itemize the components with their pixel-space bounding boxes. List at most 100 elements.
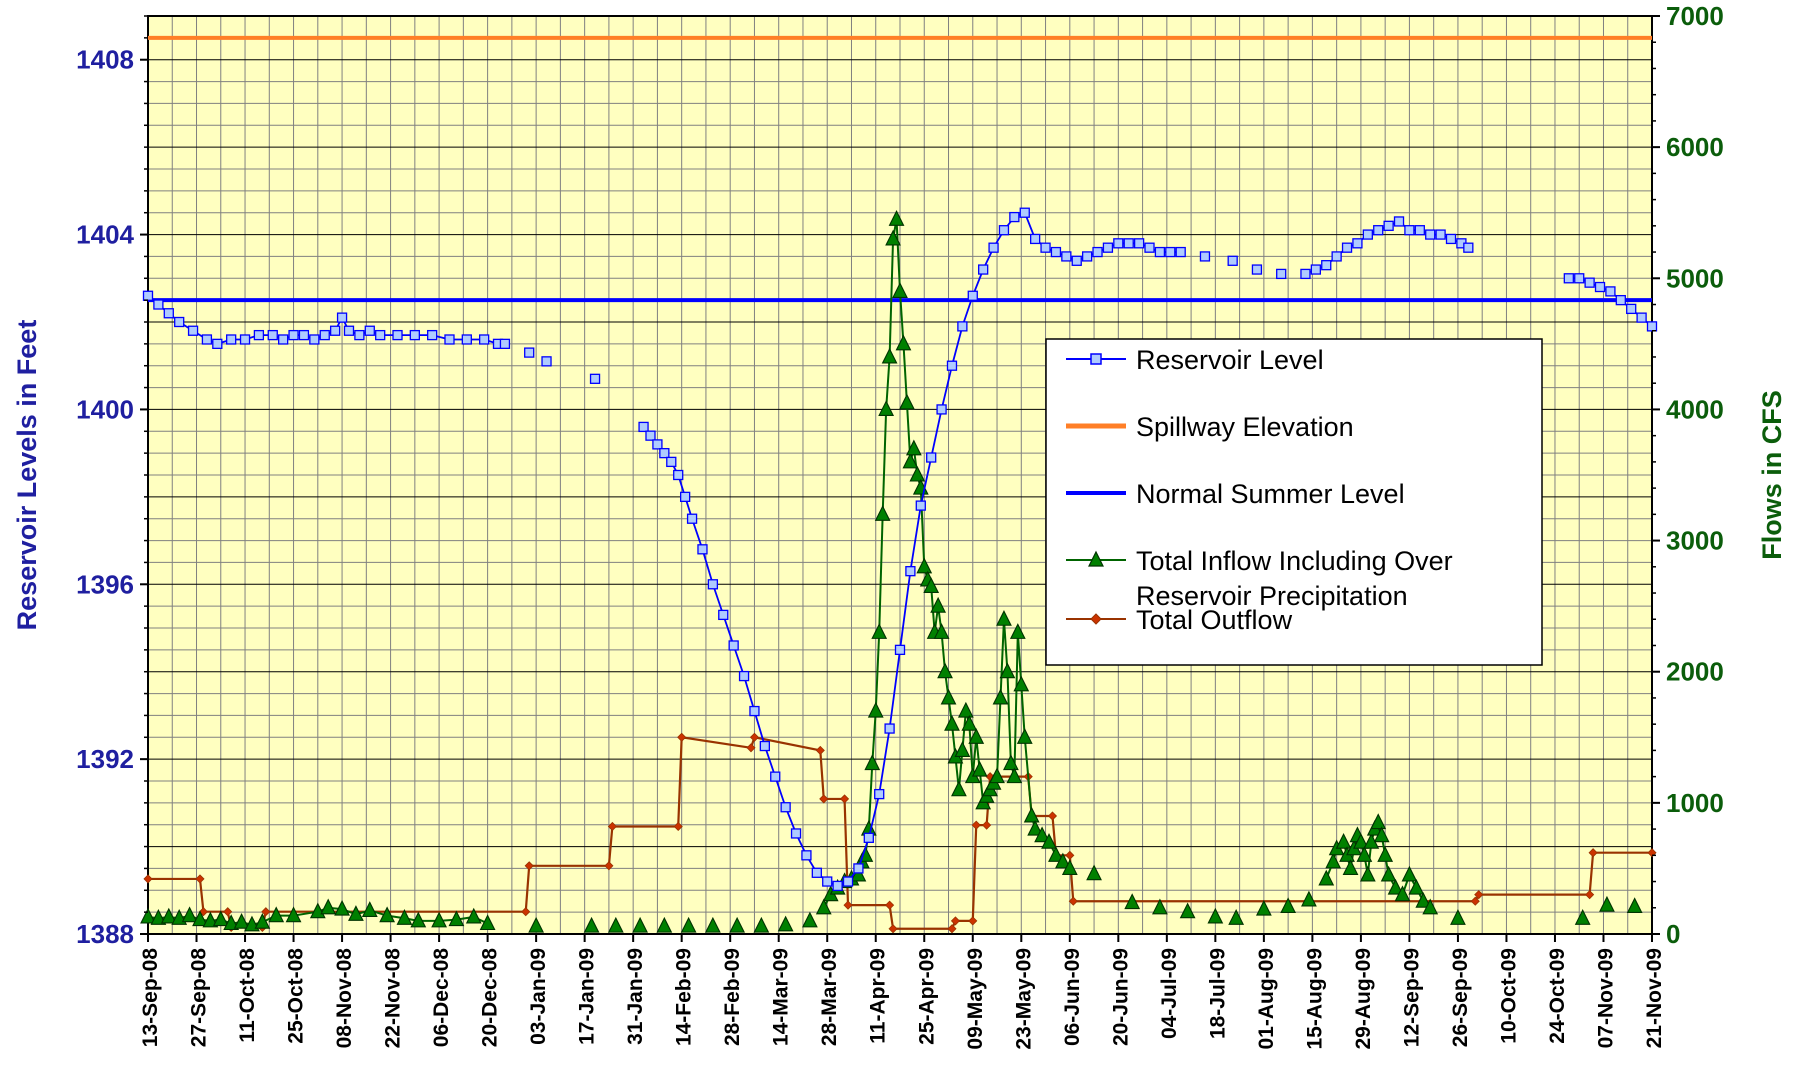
- x-tick-label: 06-Jun-09: [1061, 948, 1084, 1046]
- y-right-tick-label: 2000: [1666, 657, 1724, 687]
- total-outflow-point: [604, 861, 614, 871]
- total-outflow-point: [524, 861, 534, 871]
- x-tick-label: 09-May-09: [964, 948, 987, 1050]
- total-inflow-point: [607, 916, 624, 933]
- total-inflow-point: [410, 911, 427, 928]
- reservoir-level-point: [1373, 225, 1384, 236]
- reservoir-level-point: [153, 299, 164, 310]
- reservoir-level-point: [392, 329, 403, 341]
- total-inflow-point: [940, 688, 957, 705]
- reservoir-level-point: [1594, 281, 1606, 293]
- reservoir-level-point: [1102, 242, 1114, 253]
- reservoir-level-point: [738, 670, 750, 682]
- reservoir-level-point: [541, 356, 552, 367]
- total-inflow-point: [1027, 819, 1044, 836]
- reservoir-level-point: [936, 404, 947, 415]
- total-outflow-point: [885, 900, 895, 910]
- total-inflow-point: [951, 780, 967, 797]
- total-inflow-point: [223, 914, 240, 931]
- reservoir-level-point: [863, 832, 874, 843]
- reservoir-level-point: [894, 644, 906, 656]
- total-inflow-point: [150, 909, 167, 925]
- reservoir-level-point: [1425, 229, 1436, 240]
- total-inflow-point: [1394, 885, 1411, 902]
- reservoir-level-point: [1404, 225, 1415, 236]
- x-tick-label: 24-Oct-09: [1546, 948, 1569, 1044]
- total-inflow-point: [885, 229, 901, 246]
- total-inflow-point: [933, 623, 950, 639]
- total-outflow-point: [1068, 896, 1078, 906]
- reservoir-level-point: [718, 609, 729, 621]
- total-inflow-point: [954, 741, 971, 757]
- legend-reservoir-level-label: Reservoir Level: [1136, 345, 1324, 375]
- reservoir-level-point: [1615, 294, 1626, 306]
- reservoir-level-point: [1574, 273, 1585, 284]
- total-inflow-point: [1342, 859, 1359, 875]
- reservoir-level-point: [998, 225, 1010, 236]
- x-tick-label: 14-Mar-09: [770, 948, 793, 1046]
- total-inflow-point: [680, 916, 697, 933]
- total-inflow-point: [448, 910, 465, 927]
- reservoir-level-point: [1123, 238, 1134, 249]
- total-inflow-point: [867, 701, 884, 718]
- x-tick-label: 28-Mar-09: [818, 948, 841, 1046]
- total-inflow-point: [930, 596, 947, 613]
- reservoir-level-point: [354, 329, 365, 341]
- reservoir-level-point: [1133, 238, 1145, 249]
- total-outflow-point: [1474, 890, 1484, 900]
- total-outflow-point: [888, 924, 898, 934]
- total-inflow-point: [285, 906, 302, 923]
- legend-box: [1045, 338, 1543, 666]
- total-inflow-point: [528, 916, 545, 933]
- reservoir-level-point: [988, 242, 999, 253]
- x-tick-label: 11-Oct-08: [236, 948, 259, 1043]
- y-right-tick-label: 6000: [1666, 132, 1724, 162]
- total-inflow-point: [1359, 865, 1376, 882]
- total-inflow-point: [1318, 869, 1335, 886]
- reservoir-level-point: [1636, 312, 1647, 323]
- legend-inflow-marker: [1088, 550, 1104, 567]
- total-outflow-point: [261, 907, 271, 917]
- total-inflow-point: [1373, 826, 1390, 843]
- reservoir-level-point: [187, 325, 199, 336]
- total-inflow-point: [632, 916, 648, 933]
- y-left-tick-label: 1396: [76, 569, 134, 599]
- y-right-tick-label: 5000: [1666, 263, 1724, 293]
- total-inflow-point: [1179, 902, 1196, 919]
- total-inflow-point: [704, 916, 721, 933]
- total-inflow-point: [916, 557, 933, 574]
- reservoir-level-point: [319, 329, 330, 341]
- x-tick-label: 07-Nov-09: [1594, 948, 1617, 1048]
- reservoir-level-point: [905, 566, 916, 577]
- total-inflow-point: [895, 334, 912, 351]
- total-inflow-point: [1377, 846, 1394, 862]
- reservoir-level-point: [309, 334, 320, 345]
- total-inflow-point: [881, 347, 898, 364]
- total-inflow-point: [1255, 899, 1272, 916]
- x-tick-label: 17-Jan-09: [576, 948, 599, 1045]
- total-inflow-point: [583, 916, 600, 933]
- total-inflow-point: [1401, 865, 1418, 882]
- total-inflow-point: [1048, 846, 1064, 862]
- total-inflow-point: [996, 610, 1012, 626]
- reservoir-level-point: [1321, 260, 1332, 271]
- x-tick-label: 15-Aug-09: [1303, 948, 1326, 1050]
- reservoir-level-point: [278, 334, 289, 345]
- reservoir-level-point: [1227, 255, 1238, 266]
- reservoir-level-point: [1019, 207, 1030, 218]
- total-outflow-point: [1585, 890, 1595, 900]
- reservoir-level-point: [1352, 238, 1363, 249]
- legend-inflow-label: Total Inflow Including Over Reservoir Pr…: [1136, 546, 1460, 611]
- y-left-tick-label: 1404: [76, 220, 134, 250]
- total-outflow-point: [839, 794, 850, 804]
- y-right-tick-label: 7000: [1666, 1, 1724, 31]
- total-inflow-point: [1041, 832, 1057, 849]
- reservoir-level-point: [652, 439, 663, 450]
- reservoir-level-point: [1113, 238, 1124, 249]
- reservoir-level-point: [212, 338, 223, 350]
- x-tick-label: 20-Dec-08: [479, 948, 502, 1048]
- total-outflow-point: [947, 924, 957, 934]
- total-inflow-point: [233, 912, 250, 929]
- total-inflow-point: [1054, 852, 1071, 869]
- reservoir-level-point: [1310, 264, 1322, 275]
